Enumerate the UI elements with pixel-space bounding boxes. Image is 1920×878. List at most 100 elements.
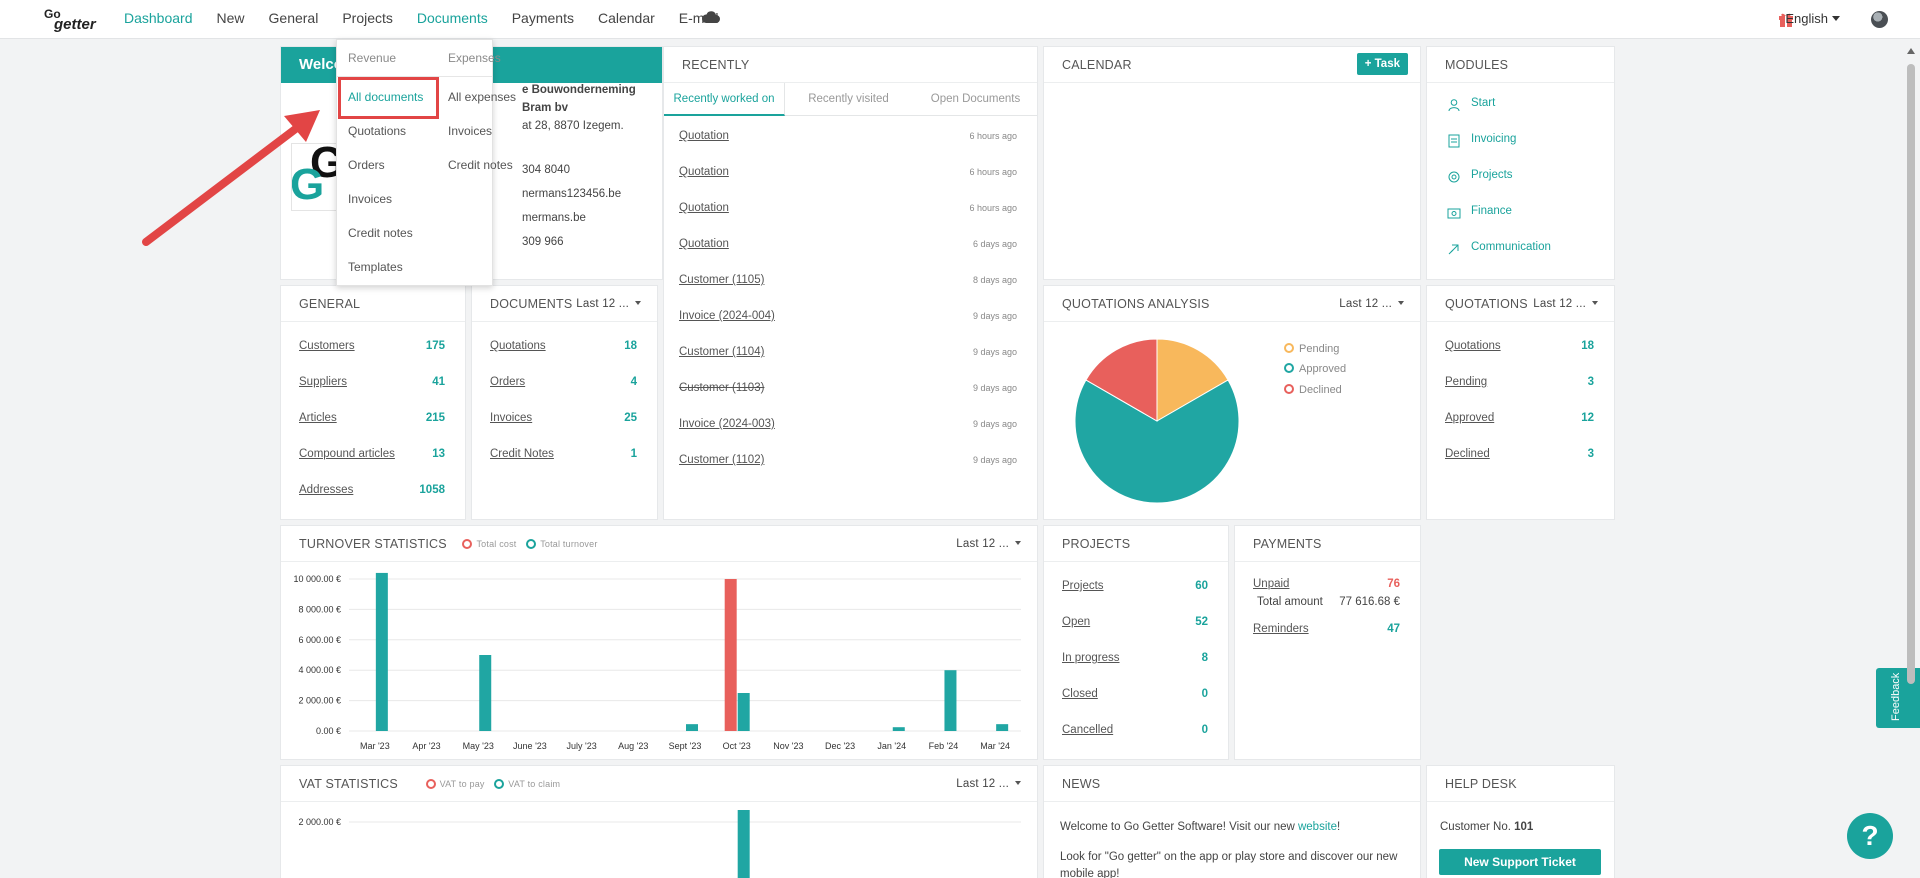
website-link[interactable]: website — [1297, 821, 1337, 833]
stat-label[interactable]: Credit Notes — [490, 448, 554, 460]
nav-email[interactable]: E-mail — [678, 10, 719, 26]
stat-label[interactable]: Open — [1062, 616, 1091, 628]
stat-label[interactable]: Cancelled — [1062, 724, 1114, 736]
documents-row-orders[interactable]: Orders 4 — [490, 376, 637, 396]
menu-item-expense-credit-notes[interactable]: Credit notes — [448, 158, 513, 172]
stat-label[interactable]: Approved — [1445, 412, 1495, 424]
recent-item[interactable]: Quotation 6 hours ago — [679, 166, 1017, 184]
tab-recently-visited[interactable]: Recently visited — [808, 93, 889, 105]
nav-documents[interactable]: Documents — [416, 10, 488, 26]
menu-item-all-expenses[interactable]: All expenses — [448, 90, 517, 104]
payments-row-unpaid[interactable]: Unpaid 76 — [1253, 578, 1400, 598]
tab-recently-worked-on[interactable]: Recently worked on — [664, 83, 785, 116]
stat-label[interactable]: Quotations — [490, 340, 546, 352]
gift-icon[interactable] — [1778, 11, 1794, 27]
stat-label[interactable]: Invoices — [490, 412, 533, 424]
general-row-suppliers[interactable]: Suppliers 41 — [299, 376, 445, 396]
stat-label[interactable]: Compound articles — [299, 448, 395, 460]
recent-item[interactable]: Invoice (2024-004) 9 days ago — [679, 310, 1017, 328]
recent-item-label[interactable]: Customer (1103) — [679, 382, 765, 394]
nav-new[interactable]: New — [216, 10, 245, 26]
turnover-period-dropdown[interactable]: Last 12 ... — [956, 526, 1021, 562]
documents-row-invoices[interactable]: Invoices 25 — [490, 412, 637, 432]
stat-label[interactable]: Addresses — [299, 484, 354, 496]
vat-period-dropdown[interactable]: Last 12 ... — [956, 766, 1021, 802]
menu-item-orders[interactable]: Orders — [348, 158, 385, 172]
menu-item-templates[interactable]: Templates — [348, 260, 403, 274]
payments-row-reminders[interactable]: Reminders 47 — [1253, 623, 1400, 643]
documents-period-dropdown[interactable]: Last 12 ... — [576, 286, 641, 322]
menu-item-credit-notes[interactable]: Credit notes — [348, 226, 413, 240]
stat-label[interactable]: Reminders — [1253, 623, 1309, 635]
menu-item-expense-invoices[interactable]: Invoices — [448, 124, 493, 138]
recent-item[interactable]: Quotation 6 hours ago — [679, 202, 1017, 220]
user-avatar[interactable] — [1871, 11, 1888, 28]
stat-label[interactable]: Unpaid — [1253, 578, 1290, 590]
recent-item[interactable]: Invoice (2024-003) 9 days ago — [679, 418, 1017, 436]
language-selector[interactable]: English — [1785, 11, 1840, 26]
projects-row-in-progress[interactable]: In progress 8 — [1062, 652, 1208, 672]
general-row-addresses[interactable]: Addresses 1058 — [299, 484, 445, 504]
documents-row-quotations[interactable]: Quotations 18 — [490, 340, 637, 360]
cloud-icon[interactable] — [702, 10, 720, 24]
recent-item-label[interactable]: Customer (1102) — [679, 454, 765, 466]
nav-dashboard[interactable]: Dashboard — [124, 10, 193, 26]
recent-item[interactable]: Customer (1105) 8 days ago — [679, 274, 1017, 292]
recent-item-label[interactable]: Quotation — [679, 130, 729, 142]
legend-approved: Approved — [1284, 363, 1346, 375]
new-support-ticket-button[interactable]: New Support Ticket — [1439, 849, 1601, 875]
nav-projects[interactable]: Projects — [342, 10, 393, 26]
general-row-articles[interactable]: Articles 215 — [299, 412, 445, 432]
recent-item[interactable]: Quotation 6 days ago — [679, 238, 1017, 256]
stat-label[interactable]: Customers — [299, 340, 355, 352]
gogetter-logo[interactable]: Go getter — [44, 7, 100, 33]
tab-open-documents[interactable]: Open Documents — [930, 93, 1021, 105]
recent-item[interactable]: Quotation 6 hours ago — [679, 130, 1017, 148]
nav-general[interactable]: General — [268, 10, 319, 26]
quotations-row-declined[interactable]: Declined 3 — [1445, 448, 1594, 468]
projects-row-cancelled[interactable]: Cancelled 0 — [1062, 724, 1208, 744]
stat-label[interactable]: Articles — [299, 412, 337, 424]
stat-label[interactable]: Projects — [1062, 580, 1104, 592]
help-button[interactable]: ? — [1847, 813, 1893, 859]
recent-item-label[interactable]: Invoice (2024-004) — [679, 310, 775, 322]
x-tick-label: Aug '23 — [618, 741, 648, 751]
general-row-compound-articles[interactable]: Compound articles 13 — [299, 448, 445, 468]
recent-item-label[interactable]: Quotation — [679, 166, 729, 178]
stat-label[interactable]: Suppliers — [299, 376, 347, 388]
recent-item-label[interactable]: Invoice (2024-003) — [679, 418, 775, 430]
menu-item-quotations[interactable]: Quotations — [348, 124, 407, 138]
stat-label[interactable]: In progress — [1062, 652, 1120, 664]
recent-item-label[interactable]: Customer (1105) — [679, 274, 765, 286]
recent-item[interactable]: Customer (1103) 9 days ago — [679, 382, 1017, 400]
quotations-analysis-period-dropdown[interactable]: Last 12 ... — [1339, 286, 1404, 322]
add-task-button[interactable]: + Task — [1356, 53, 1408, 75]
menu-item-all-documents[interactable]: All documents — [348, 90, 424, 104]
quotations-period-dropdown[interactable]: Last 12 ... — [1533, 286, 1598, 322]
scroll-up-icon[interactable] — [1907, 48, 1915, 54]
stat-label[interactable]: Closed — [1062, 688, 1098, 700]
quotations-row-approved[interactable]: Approved 12 — [1445, 412, 1594, 432]
stat-label[interactable]: Quotations — [1445, 340, 1501, 352]
projects-row-open[interactable]: Open 52 — [1062, 616, 1208, 636]
documents-row-credit-notes[interactable]: Credit Notes 1 — [490, 448, 637, 468]
stat-label[interactable]: Declined — [1445, 448, 1490, 460]
recent-item[interactable]: Customer (1102) 9 days ago — [679, 454, 1017, 472]
scrollbar-thumb[interactable] — [1907, 64, 1915, 684]
general-row-customers[interactable]: Customers 175 — [299, 340, 445, 360]
nav-payments[interactable]: Payments — [511, 10, 574, 26]
recent-item[interactable]: Customer (1104) 9 days ago — [679, 346, 1017, 364]
stat-label[interactable]: Orders — [490, 376, 526, 388]
quotations-row-quotations[interactable]: Quotations 18 — [1445, 340, 1594, 360]
recent-item-label[interactable]: Customer (1104) — [679, 346, 765, 358]
recent-item-label[interactable]: Quotation — [679, 238, 729, 250]
projects-row-projects[interactable]: Projects 60 — [1062, 580, 1208, 600]
quotations-row-pending[interactable]: Pending 3 — [1445, 376, 1594, 396]
projects-row-closed[interactable]: Closed 0 — [1062, 688, 1208, 708]
stat-label[interactable]: Pending — [1445, 376, 1488, 388]
recent-item-label[interactable]: Quotation — [679, 202, 729, 214]
menu-item-invoices[interactable]: Invoices — [348, 192, 393, 206]
x-tick-label: Mar '23 — [360, 741, 390, 751]
page-scrollbar[interactable] — [1902, 40, 1920, 878]
nav-calendar[interactable]: Calendar — [597, 10, 655, 26]
